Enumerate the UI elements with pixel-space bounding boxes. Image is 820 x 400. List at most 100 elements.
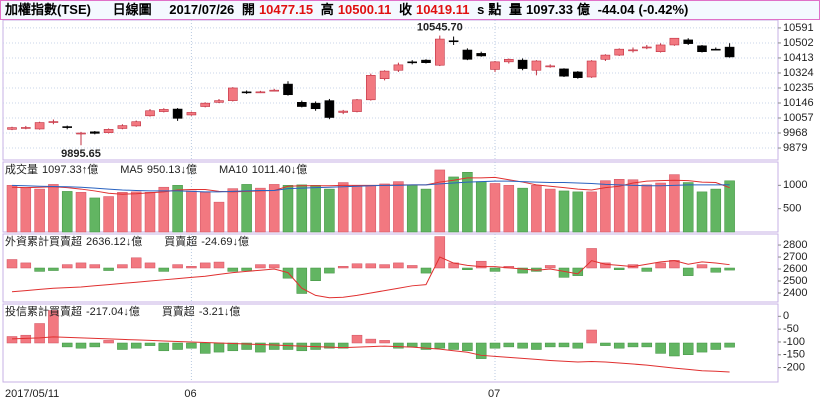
bar [710, 267, 722, 273]
candle-body [614, 48, 625, 56]
legend-unit: 億 [131, 235, 142, 248]
candle-body [145, 110, 155, 117]
candle-body [476, 53, 487, 57]
bar [186, 190, 197, 233]
legend-value: -24.69 [201, 236, 232, 248]
x-tick-label: 2017/05/11 [5, 388, 59, 400]
bar [117, 342, 128, 350]
date: 2017/07/26 [169, 2, 235, 17]
bar [213, 342, 225, 353]
bar [351, 263, 363, 269]
candle-body [531, 60, 542, 71]
candle-body [200, 102, 210, 107]
bar [448, 176, 459, 233]
bar [393, 342, 404, 349]
y-tick-label: 2800 [783, 239, 807, 251]
candle-body [683, 39, 694, 44]
bar [379, 183, 390, 233]
candle-body [600, 54, 611, 60]
candle-body [172, 108, 183, 119]
candle-body [655, 44, 666, 53]
bar [434, 342, 446, 349]
y-tick-label: 500 [783, 203, 801, 215]
bar [613, 342, 625, 349]
bar [324, 267, 335, 274]
bar [199, 262, 211, 269]
candle-body [710, 48, 721, 51]
bar [365, 263, 377, 269]
bar [420, 188, 432, 233]
bar [641, 267, 653, 272]
bar [531, 185, 542, 233]
line [11, 256, 730, 299]
close-label: 收 [398, 2, 412, 17]
bar [172, 264, 183, 269]
candle-body [697, 45, 707, 53]
bar [600, 342, 611, 346]
bar [710, 342, 722, 350]
name: MA5 [120, 164, 143, 176]
candle-body [545, 65, 556, 68]
candle-body [131, 121, 141, 127]
candle-body [283, 83, 293, 96]
bar [655, 262, 666, 269]
bar [61, 342, 73, 348]
panel-frame [2, 19, 779, 161]
y-tick-label: -150 [783, 349, 805, 361]
y-tick-label: 10413 [783, 52, 814, 64]
y-tick-label: 1000 [783, 179, 807, 191]
x-tick-label: 07 [488, 388, 500, 400]
bar [255, 187, 266, 233]
bar [696, 191, 708, 233]
candle-body [34, 122, 45, 130]
candle-body [448, 40, 459, 43]
bar [130, 191, 142, 233]
candle-body [7, 127, 17, 130]
bar [6, 336, 18, 344]
y-tick-label: -100 [783, 336, 805, 348]
bar [475, 260, 487, 269]
candle-body [559, 68, 569, 77]
bar [241, 342, 252, 350]
name: 成交量 [5, 162, 38, 176]
bar [20, 187, 32, 233]
candle-body [517, 59, 528, 69]
bar [48, 184, 59, 233]
bar [406, 184, 418, 233]
bar [682, 342, 694, 355]
candle-body [76, 132, 86, 135]
bar [282, 342, 294, 350]
bar [696, 342, 708, 353]
bar [20, 262, 32, 269]
candle-body [117, 125, 128, 129]
period: 日線圖 [112, 2, 152, 17]
line [11, 336, 730, 373]
candle-body [90, 131, 100, 134]
legend-unit: 億 [229, 305, 240, 318]
bar [268, 342, 280, 350]
y-tick-label: 10591 [783, 22, 814, 34]
bar [268, 184, 280, 233]
bar [34, 267, 45, 272]
bar [517, 267, 528, 274]
candle-body [20, 127, 31, 129]
candle-body [393, 64, 404, 71]
bar [117, 192, 128, 233]
candle-body [255, 91, 266, 94]
high-value: 10500.11 [337, 2, 392, 17]
legend-arrow: ↓ [224, 306, 230, 318]
legend-value: 950.13 [147, 164, 181, 176]
unit: 點 [488, 2, 502, 17]
bar [613, 267, 625, 270]
bar [213, 261, 225, 269]
bar [144, 342, 156, 346]
bar [89, 264, 101, 269]
candle-body [586, 60, 597, 78]
bar [20, 334, 32, 344]
y-tick-label: 0 [783, 310, 789, 322]
bar [682, 267, 694, 276]
y-tick-label: -200 [783, 362, 805, 374]
bar [517, 342, 528, 349]
candle-body [48, 121, 59, 123]
bar [558, 267, 570, 278]
